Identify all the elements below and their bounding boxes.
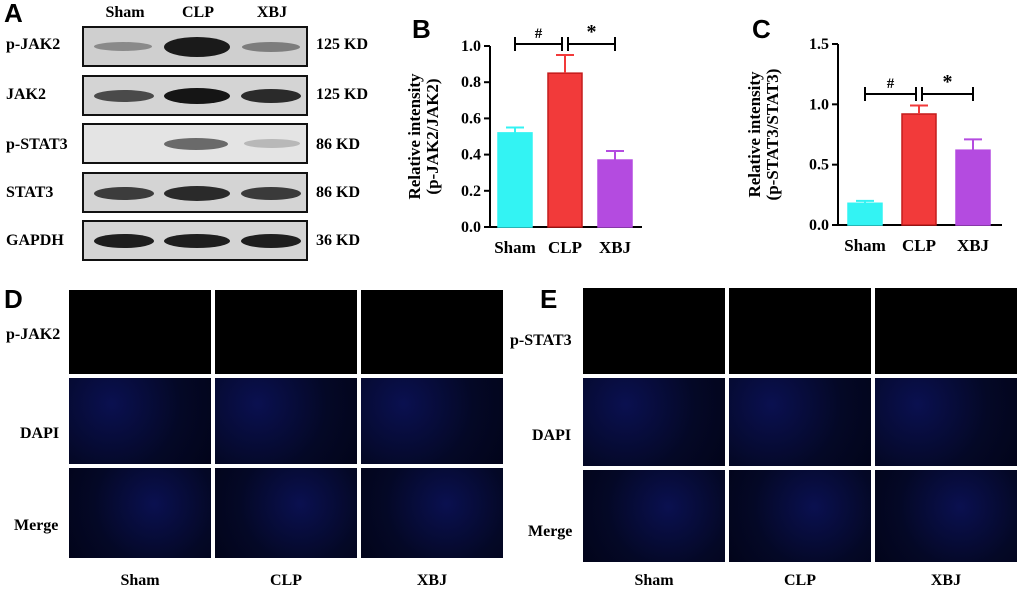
blot-size-jak2: 125 KD: [316, 86, 368, 103]
y-axis-label: Relative intensity: [745, 71, 764, 198]
x-tick-label: XBJ: [957, 236, 990, 255]
blot-size-p-jak2: 125 KD: [316, 36, 368, 53]
fluor-e-merge-clp: [729, 470, 871, 562]
band: [164, 234, 230, 248]
fluor-d-p-jak2-sham: [69, 290, 211, 374]
band: [164, 186, 230, 201]
y-axis-label: (p-STAT3/STAT3): [763, 69, 782, 201]
fluor-d-merge-xbj: [361, 468, 503, 558]
y-tick-label: 0.0: [809, 217, 829, 234]
x-tick-label: Sham: [844, 236, 886, 255]
y-tick-label: 1.0: [809, 96, 829, 113]
fluor-e-merge-xbj: [875, 470, 1017, 562]
band: [164, 138, 228, 150]
fluor-d-row-label-dapi: DAPI: [20, 425, 60, 442]
bar: [497, 132, 533, 228]
panel-letter-b: B: [412, 14, 431, 44]
bar: [547, 72, 583, 228]
band: [244, 139, 300, 148]
sig-label: *: [943, 71, 953, 93]
band: [241, 187, 301, 200]
band: [164, 88, 230, 104]
band: [94, 90, 154, 102]
fluor-e-row-label-merge: Merge: [528, 523, 573, 540]
fluor-d-p-jak2-clp: [215, 290, 357, 374]
bar: [955, 149, 991, 226]
blot-size-p-stat3: 86 KD: [316, 136, 360, 153]
chart-b: 0.0 0.2 0.4 0.6 0.8 1.0 Sham CLP XBJ # * Relative i…: [405, 21, 642, 257]
fluor-d-dapi-xbj: [361, 378, 503, 464]
band: [164, 37, 230, 57]
band: [94, 187, 154, 200]
bar: [847, 202, 883, 226]
fluor-e-p-stat3-sham: [583, 288, 725, 374]
blot-strip-jak2: [82, 75, 308, 116]
y-tick-label: 1.5: [809, 36, 829, 53]
y-tick-label: 0.5: [809, 157, 829, 174]
blot-header-sham: Sham: [105, 4, 145, 21]
blot-strip-gapdh: [82, 220, 308, 261]
panel-letter-d: D: [4, 284, 23, 314]
fluor-e-dapi-sham: [583, 378, 725, 466]
band: [94, 234, 154, 248]
blot-strip-stat3: [82, 172, 308, 213]
band: [241, 234, 301, 248]
blot-size-gapdh: 36 KD: [316, 232, 360, 249]
blot-label-gapdh: GAPDH: [6, 232, 64, 249]
band: [242, 42, 300, 52]
fluor-d-merge-sham: [69, 468, 211, 558]
fluor-e-dapi-xbj: [875, 378, 1017, 466]
x-tick-label: CLP: [548, 238, 582, 257]
bar: [597, 159, 633, 228]
sig-label: #: [535, 26, 543, 42]
sig-label: #: [887, 76, 895, 92]
x-tick-label: XBJ: [599, 238, 632, 257]
fluor-d-col-label-xbj: XBJ: [416, 572, 448, 589]
fluor-d-dapi-sham: [69, 378, 211, 464]
panel-letter-c: C: [752, 14, 771, 44]
y-tick-label: 1.0: [461, 38, 481, 55]
y-axis-label: Relative intensity: [405, 73, 424, 200]
fluor-e-col-label-xbj: XBJ: [930, 572, 962, 589]
blot-strip-p-jak2: [82, 26, 308, 67]
blot-label-jak2: JAK2: [6, 86, 46, 103]
y-tick-label: 0.6: [461, 110, 481, 127]
fluor-d-row-label-merge: Merge: [14, 517, 59, 534]
blot-label-p-jak2: p-JAK2: [6, 36, 61, 53]
chart-c: 0.0 0.5 1.0 1.5 Sham CLP XBJ # * Relative intensi…: [745, 36, 1002, 255]
panel-letter-a: A: [4, 0, 23, 28]
panel-letter-e: E: [540, 284, 558, 314]
sig-label: *: [587, 21, 597, 43]
blot-header-xbj: XBJ: [256, 4, 288, 21]
fluor-e-merge-sham: [583, 470, 725, 562]
fluor-d-dapi-clp: [215, 378, 357, 464]
blot-label-p-stat3: p-STAT3: [6, 136, 68, 153]
blot-strip-p-stat3: [82, 123, 308, 164]
fluor-e-p-stat3-xbj: [875, 288, 1017, 374]
y-tick-label: 0.2: [461, 183, 481, 200]
bar: [901, 113, 937, 226]
fluor-d-col-label-sham: Sham: [120, 572, 160, 589]
fluor-d-merge-clp: [215, 468, 357, 558]
fluor-e-p-stat3-clp: [729, 288, 871, 374]
blot-label-stat3: STAT3: [6, 184, 54, 201]
fluor-d-col-label-clp: CLP: [270, 572, 302, 589]
fluor-d-row-label-p-jak2: p-JAK2: [6, 326, 61, 343]
y-tick-label: 0.0: [461, 219, 481, 236]
band: [241, 89, 301, 103]
blot-header-clp: CLP: [182, 4, 214, 21]
y-tick-label: 0.8: [461, 74, 481, 91]
blot-size-stat3: 86 KD: [316, 184, 360, 201]
fluor-e-row-label-p-stat3: p-STAT3: [510, 332, 572, 349]
fluor-e-dapi-clp: [729, 378, 871, 466]
x-tick-label: Sham: [494, 238, 536, 257]
fluor-e-row-label-dapi: DAPI: [532, 427, 572, 444]
band: [94, 42, 152, 51]
y-axis-label: (p-JAK2/JAK2): [423, 78, 442, 194]
fluor-e-col-label-clp: CLP: [784, 572, 816, 589]
x-tick-label: CLP: [902, 236, 936, 255]
fluor-d-p-jak2-xbj: [361, 290, 503, 374]
y-tick-label: 0.4: [461, 147, 481, 164]
fluor-e-col-label-sham: Sham: [634, 572, 674, 589]
